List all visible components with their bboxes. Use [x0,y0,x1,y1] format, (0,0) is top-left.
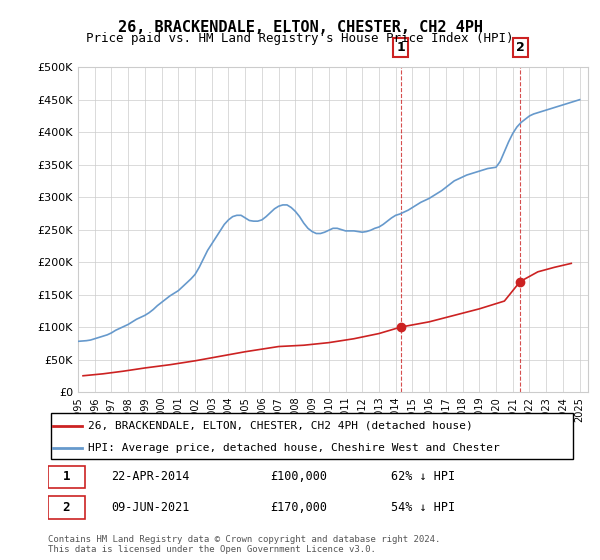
Text: 22-APR-2014: 22-APR-2014 [112,470,190,483]
FancyBboxPatch shape [48,497,85,519]
Text: 1: 1 [63,470,70,483]
FancyBboxPatch shape [50,413,574,459]
Text: 2: 2 [63,501,70,514]
Text: HPI: Average price, detached house, Cheshire West and Chester: HPI: Average price, detached house, Ches… [88,443,499,453]
Text: £100,000: £100,000 [270,470,327,483]
FancyBboxPatch shape [48,466,85,488]
Text: 26, BRACKENDALE, ELTON, CHESTER, CH2 4PH: 26, BRACKENDALE, ELTON, CHESTER, CH2 4PH [118,20,482,35]
Text: 2: 2 [516,41,524,54]
Text: Contains HM Land Registry data © Crown copyright and database right 2024.
This d: Contains HM Land Registry data © Crown c… [48,535,440,554]
Text: £170,000: £170,000 [270,501,327,514]
Text: 26, BRACKENDALE, ELTON, CHESTER, CH2 4PH (detached house): 26, BRACKENDALE, ELTON, CHESTER, CH2 4PH… [88,421,472,431]
Text: 09-JUN-2021: 09-JUN-2021 [112,501,190,514]
Text: 62% ↓ HPI: 62% ↓ HPI [391,470,455,483]
Text: 1: 1 [397,41,405,54]
Text: Price paid vs. HM Land Registry's House Price Index (HPI): Price paid vs. HM Land Registry's House … [86,32,514,45]
Text: 54% ↓ HPI: 54% ↓ HPI [391,501,455,514]
